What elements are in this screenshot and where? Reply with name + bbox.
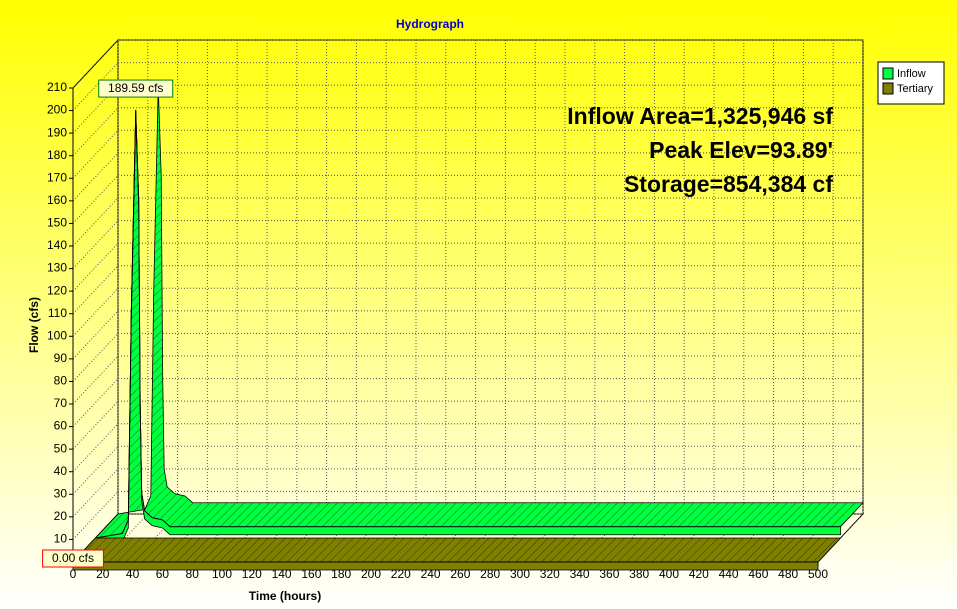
y-tick-label: 190	[47, 125, 67, 139]
legend-label: Tertiary	[897, 83, 934, 95]
data-label-text: 0.00 cfs	[52, 551, 94, 565]
grid-line	[72, 242, 119, 292]
grid-line	[72, 287, 119, 337]
chart-title: Hydrograph	[396, 17, 464, 31]
y-tick-label: 120	[47, 283, 67, 297]
grid-line	[72, 152, 119, 202]
y-tick-label: 170	[47, 170, 67, 184]
grid-line	[72, 333, 119, 382]
grid-line	[72, 220, 119, 269]
x-tick-label: 280	[480, 567, 500, 581]
y-tick-label: 100	[47, 328, 67, 342]
x-tick-label: 420	[689, 567, 709, 581]
data-label: 189.59 cfs	[98, 79, 174, 98]
legend-swatch	[882, 67, 894, 80]
y-tick-label: 60	[54, 419, 68, 433]
y-tick-label: 140	[47, 238, 67, 252]
x-tick-label: 220	[391, 567, 411, 581]
x-tick-label: 60	[156, 567, 170, 581]
x-tick-label: 120	[242, 567, 262, 581]
x-tick-label: 240	[421, 567, 441, 581]
y-tick-label: 40	[54, 464, 68, 478]
y-tick-label: 150	[47, 216, 67, 230]
grid-line	[817, 513, 864, 563]
data-label-box	[98, 79, 174, 98]
x-tick-label: 440	[719, 567, 739, 581]
y-tick-label: 30	[54, 486, 68, 500]
grid-line	[72, 400, 119, 450]
x-tick-label: 40	[126, 567, 140, 581]
x-tick-label: 140	[272, 567, 292, 581]
grid-line	[72, 445, 119, 495]
y-tick-label: 80	[54, 374, 68, 388]
x-tick-label: 480	[778, 567, 798, 581]
y-tick-label: 200	[47, 103, 67, 117]
grid-line	[72, 175, 119, 224]
x-tick-label: 460	[748, 567, 768, 581]
grid-line	[72, 62, 119, 111]
y-tick-label: 180	[47, 148, 67, 162]
grid-line	[72, 310, 119, 360]
grid-line	[102, 513, 149, 563]
x-tick-label: 500	[808, 567, 828, 581]
x-tick-label: 400	[659, 567, 679, 581]
y-tick-label: 130	[47, 261, 67, 275]
grid-line	[72, 129, 119, 179]
data-label-text: 189.59 cfs	[108, 81, 163, 95]
x-tick-label: 100	[212, 567, 232, 581]
x-tick-label: 320	[540, 567, 560, 581]
annotation: Storage=854,384 cf	[624, 171, 833, 197]
grid-line	[72, 107, 119, 157]
grid-line	[72, 491, 119, 540]
y-tick-label: 70	[54, 396, 68, 410]
legend-label: Inflow	[897, 68, 926, 80]
y-tick-label: 210	[47, 80, 67, 94]
series-line	[95, 110, 841, 539]
data-label-box	[42, 549, 104, 568]
y-axis-label: Flow (cfs)	[27, 297, 41, 353]
x-tick-label: 360	[599, 567, 619, 581]
x-axis-label: Time (hours)	[249, 589, 321, 603]
legend-swatch	[882, 82, 894, 95]
x-tick-label: 0	[70, 567, 77, 581]
grid-line	[72, 39, 119, 89]
grid-line	[72, 197, 119, 247]
ribbon-hatch	[73, 538, 841, 562]
x-tick-label: 180	[331, 567, 351, 581]
y-tick-label: 90	[54, 351, 68, 365]
grid-line	[72, 378, 119, 427]
ribbon-hatch	[95, 86, 863, 538]
grid-line	[72, 423, 119, 473]
annotation: Peak Elev=93.89'	[649, 137, 833, 163]
ribbon-edge	[72, 561, 819, 571]
x-tick-label: 200	[361, 567, 381, 581]
data-label: 0.00 cfs	[42, 549, 104, 568]
y-tick-label: 10	[54, 532, 68, 546]
x-tick-label: 80	[186, 567, 200, 581]
grid-line	[72, 468, 119, 518]
x-tick-label: 160	[301, 567, 321, 581]
annotation: Inflow Area=1,325,946 sf	[567, 103, 833, 129]
y-tick-label: 20	[54, 509, 68, 523]
y-tick-label: 160	[47, 193, 67, 207]
y-tick-label: 50	[54, 441, 68, 455]
grid-line	[72, 265, 119, 315]
y-tick-label: 110	[48, 306, 67, 320]
grid-line	[72, 355, 119, 405]
x-tick-label: 380	[629, 567, 649, 581]
x-tick-label: 20	[96, 567, 110, 581]
x-tick-label: 260	[450, 567, 470, 581]
x-tick-label: 300	[510, 567, 530, 581]
x-tick-label: 340	[570, 567, 590, 581]
